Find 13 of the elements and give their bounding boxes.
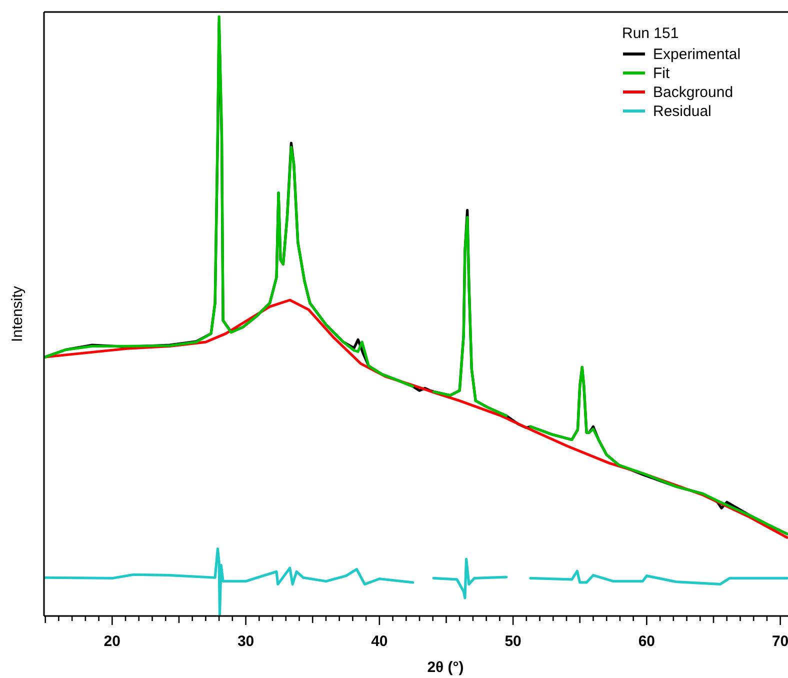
x-tick-label: 20 (104, 633, 120, 650)
x-axis-title: 2θ (°) (427, 659, 464, 676)
x-tick-label: 40 (371, 633, 388, 650)
x-tick-label: 70 (772, 633, 788, 650)
x-tick-label: 50 (504, 633, 522, 650)
legend-label: Residual (653, 103, 712, 120)
legend-label: Background (653, 84, 734, 101)
x-tick-label: 30 (237, 633, 254, 650)
legend-label: Fit (653, 65, 670, 82)
x-tick-label: 60 (638, 633, 656, 650)
legend-label: Experimental (653, 46, 741, 63)
legend-title: Run 151 (622, 25, 679, 42)
y-axis-title: Intensity (9, 286, 26, 342)
